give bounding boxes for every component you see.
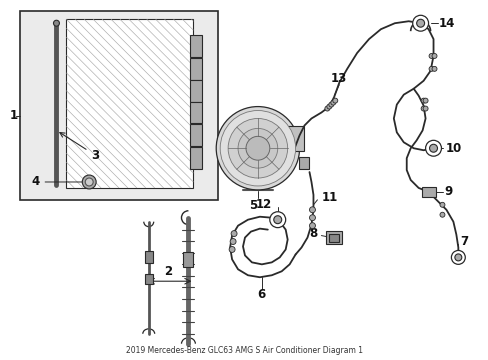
Circle shape	[326, 104, 331, 109]
Text: 4: 4	[31, 175, 92, 189]
Bar	[287, 126, 303, 151]
Circle shape	[231, 231, 237, 237]
Circle shape	[412, 15, 427, 31]
Circle shape	[428, 144, 437, 152]
Circle shape	[216, 107, 299, 190]
Circle shape	[230, 239, 236, 244]
Bar	[190, 58, 202, 80]
Bar	[144, 274, 152, 284]
Circle shape	[330, 100, 335, 105]
Text: 10: 10	[445, 142, 461, 155]
Circle shape	[425, 140, 441, 156]
Circle shape	[238, 129, 277, 168]
Bar	[190, 147, 202, 169]
Bar	[190, 125, 202, 146]
Text: 9: 9	[444, 185, 452, 198]
Circle shape	[309, 207, 315, 213]
Text: 3: 3	[60, 132, 99, 162]
Circle shape	[428, 54, 433, 58]
Circle shape	[309, 215, 315, 221]
Text: 2019 Mercedes-Benz GLC63 AMG S Air Conditioner Diagram 1: 2019 Mercedes-Benz GLC63 AMG S Air Condi…	[125, 346, 362, 355]
Text: 1: 1	[10, 109, 18, 122]
Text: 2: 2	[164, 265, 172, 278]
Circle shape	[324, 106, 329, 111]
Bar	[190, 102, 202, 123]
Circle shape	[431, 66, 436, 71]
Circle shape	[269, 212, 285, 228]
Bar	[66, 19, 193, 188]
Bar	[144, 251, 152, 264]
Bar	[190, 35, 202, 57]
Circle shape	[220, 111, 295, 186]
Bar	[20, 11, 218, 200]
Circle shape	[450, 251, 464, 264]
Bar	[298, 157, 308, 169]
Circle shape	[422, 106, 427, 111]
Bar	[421, 187, 435, 197]
Circle shape	[439, 202, 444, 207]
Circle shape	[428, 66, 433, 71]
Circle shape	[228, 118, 287, 178]
Text: 8: 8	[308, 227, 317, 240]
Bar	[190, 80, 202, 102]
Text: 5: 5	[248, 199, 257, 212]
Circle shape	[420, 98, 425, 103]
Text: 7: 7	[459, 235, 468, 248]
Circle shape	[53, 20, 60, 26]
Text: 14: 14	[438, 17, 454, 30]
Circle shape	[82, 175, 96, 189]
Circle shape	[328, 102, 333, 107]
Circle shape	[422, 98, 427, 103]
Bar	[328, 234, 339, 242]
Text: 6: 6	[257, 288, 265, 301]
Circle shape	[332, 98, 337, 103]
Circle shape	[439, 212, 444, 217]
Text: 11: 11	[321, 192, 337, 204]
Circle shape	[85, 178, 93, 186]
Circle shape	[416, 19, 424, 27]
Bar	[183, 252, 193, 267]
Circle shape	[229, 247, 235, 252]
Circle shape	[431, 54, 436, 58]
Text: 13: 13	[330, 72, 346, 85]
Text: 12: 12	[255, 198, 271, 211]
Circle shape	[273, 216, 281, 224]
Circle shape	[309, 223, 315, 229]
Circle shape	[245, 136, 269, 160]
Circle shape	[420, 106, 425, 111]
Bar	[325, 231, 342, 244]
Circle shape	[454, 254, 461, 261]
